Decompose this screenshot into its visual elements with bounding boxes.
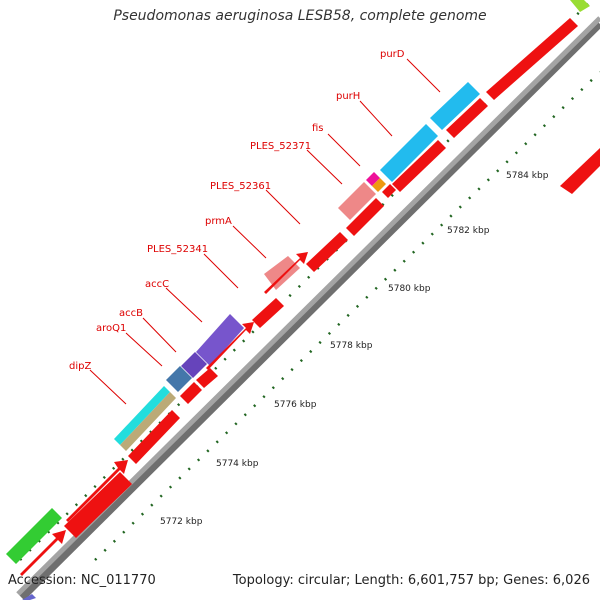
gene-pink-PLES-52361[interactable] [338, 182, 376, 220]
gene-labels: purD purH fis PLES_52371 PLES_52361 prmA… [69, 49, 405, 372]
gene-label-accB[interactable]: accB [119, 308, 143, 319]
cds-arrow[interactable] [196, 368, 218, 388]
accession-text: Accession: NC_011770 [8, 573, 156, 588]
cds-arrow[interactable] [252, 298, 284, 328]
cds-arrow[interactable] [560, 148, 600, 194]
forward-strand-features [6, 0, 590, 564]
scale-label: 5784 kbp [506, 171, 549, 181]
cds-arrow[interactable] [264, 252, 308, 294]
gene-label-accC[interactable]: accC [145, 279, 169, 290]
gene-label-PLES-52361[interactable]: PLES_52361 [210, 181, 271, 192]
scale-label: 5772 kbp [160, 517, 203, 527]
gene-purple-accB[interactable] [181, 352, 207, 378]
cds-arrow[interactable] [128, 410, 180, 464]
gene-purple-edge [22, 594, 36, 600]
scale-label: 5774 kbp [216, 459, 259, 469]
genome-summary-text: Topology: circular; Length: 6,601,757 bp… [232, 573, 590, 588]
cds-arrow[interactable] [382, 184, 396, 198]
reverse-strand-features [20, 18, 600, 576]
genome-backbone-shadow [19, 21, 600, 600]
cds-arrow[interactable] [66, 460, 128, 522]
cds-arrow[interactable] [486, 18, 578, 100]
cds-arrow[interactable] [206, 322, 254, 370]
scale-label: 5776 kbp [274, 400, 317, 410]
gene-green-top[interactable] [570, 0, 590, 12]
gene-label-aroQ1[interactable]: aroQ1 [96, 323, 126, 334]
gene-orange-fis[interactable] [372, 178, 386, 192]
cds-arrow[interactable] [180, 382, 202, 404]
gene-label-fis[interactable]: fis [312, 123, 324, 134]
scale-labels: 5772 kbp 5774 kbp 5776 kbp 5778 kbp 5780… [160, 171, 549, 527]
gene-cyan-dipZ[interactable] [114, 386, 170, 445]
gene-label-PLES-52371[interactable]: PLES_52371 [250, 141, 311, 152]
gene-magenta-PLES-52371[interactable] [366, 172, 380, 186]
tick-line-inner [94, 71, 600, 561]
gene-cyan-purH[interactable] [380, 124, 438, 182]
scale-label: 5780 kbp [388, 284, 431, 294]
gene-label-PLES-52341[interactable]: PLES_52341 [147, 244, 208, 255]
gene-label-purH[interactable]: purH [336, 91, 360, 102]
cds-arrow[interactable] [306, 232, 348, 272]
gene-label-dipZ[interactable]: dipZ [69, 361, 91, 372]
cds-arrow[interactable] [346, 198, 384, 236]
scale-label: 5782 kbp [447, 226, 490, 236]
tick-line-outer [19, 0, 594, 561]
gene-green-left[interactable] [6, 508, 62, 564]
gene-steel-aroQ1[interactable] [166, 366, 192, 392]
gene-callout-lines [89, 58, 441, 405]
gene-label-purD[interactable]: purD [380, 49, 405, 60]
cds-arrow[interactable] [20, 530, 66, 576]
gene-tan-dipZ[interactable] [120, 392, 176, 451]
gene-purple-accC[interactable] [196, 314, 244, 366]
cds-arrow[interactable] [64, 472, 132, 538]
scale-label: 5778 kbp [330, 341, 373, 351]
gene-label-prmA[interactable]: prmA [205, 216, 232, 227]
gene-cyan-purD[interactable] [430, 82, 480, 130]
gene-pink-prmA[interactable] [264, 256, 300, 290]
map-title: Pseudomonas aeruginosa LESB58, complete … [113, 8, 487, 24]
cds-arrow[interactable] [392, 140, 446, 192]
cds-arrow[interactable] [446, 98, 488, 138]
